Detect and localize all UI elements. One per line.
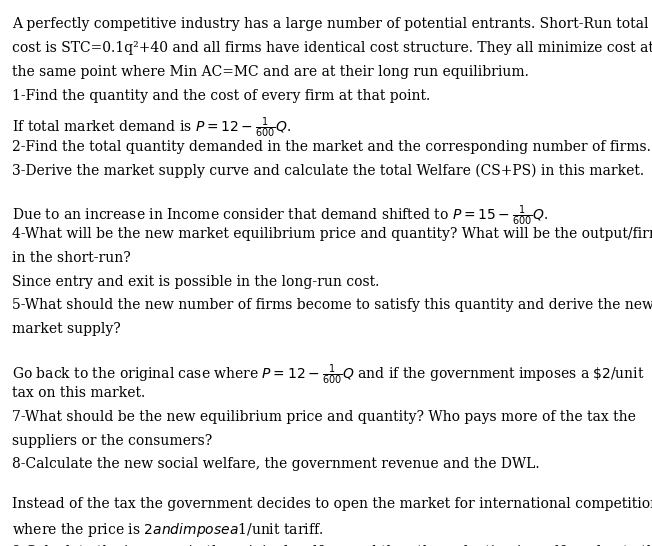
Text: 8-Calculate the new social welfare, the government revenue and the DWL.: 8-Calculate the new social welfare, the …	[12, 457, 539, 471]
Text: suppliers or the consumers?: suppliers or the consumers?	[12, 434, 212, 448]
Text: 1-Find the quantity and the cost of every firm at that point.: 1-Find the quantity and the cost of ever…	[12, 88, 430, 103]
Text: 3-Derive the market supply curve and calculate the total Welfare (CS+PS) in this: 3-Derive the market supply curve and cal…	[12, 163, 644, 177]
Text: 4-What will be the new market equilibrium price and quantity? What will be the o: 4-What will be the new market equilibriu…	[12, 227, 652, 241]
Text: Instead of the tax the government decides to open the market for international c: Instead of the tax the government decide…	[12, 497, 652, 512]
Text: tax on this market.: tax on this market.	[12, 386, 145, 400]
Text: 2-Find the total quantity demanded in the market and the corresponding number of: 2-Find the total quantity demanded in th…	[12, 139, 651, 153]
Text: If total market demand is $P = 12 - \frac{1}{600}Q$.: If total market demand is $P = 12 - \fra…	[12, 116, 291, 140]
Text: market supply?: market supply?	[12, 322, 121, 336]
Text: cost is STC=0.1q²+40 and all firms have identical cost structure. They all minim: cost is STC=0.1q²+40 and all firms have …	[12, 41, 652, 55]
Text: Go back to the original case where $P = 12 - \frac{1}{600}Q$ and if the governme: Go back to the original case where $P = …	[12, 362, 644, 387]
Text: 5-What should the new number of firms become to satisfy this quantity and derive: 5-What should the new number of firms be…	[12, 298, 652, 312]
Text: where the price is $2 and impose a $1/unit tariff.: where the price is $2 and impose a $1/un…	[12, 521, 323, 539]
Text: 9-Calculate the increase in the original welfare and then the reduction in welfa: 9-Calculate the increase in the original…	[12, 545, 652, 546]
Text: in the short-run?: in the short-run?	[12, 251, 130, 265]
Text: Since entry and exit is possible in the long-run cost.: Since entry and exit is possible in the …	[12, 275, 379, 289]
Text: 7-What should be the new equilibrium price and quantity? Who pays more of the ta: 7-What should be the new equilibrium pri…	[12, 410, 636, 424]
Text: the same point where Min AC=MC and are at their long run equilibrium.: the same point where Min AC=MC and are a…	[12, 65, 529, 79]
Text: A perfectly competitive industry has a large number of potential entrants. Short: A perfectly competitive industry has a l…	[12, 17, 648, 32]
Text: Due to an increase in Income consider that demand shifted to $P = 15 - \frac{1}{: Due to an increase in Income consider th…	[12, 203, 548, 228]
